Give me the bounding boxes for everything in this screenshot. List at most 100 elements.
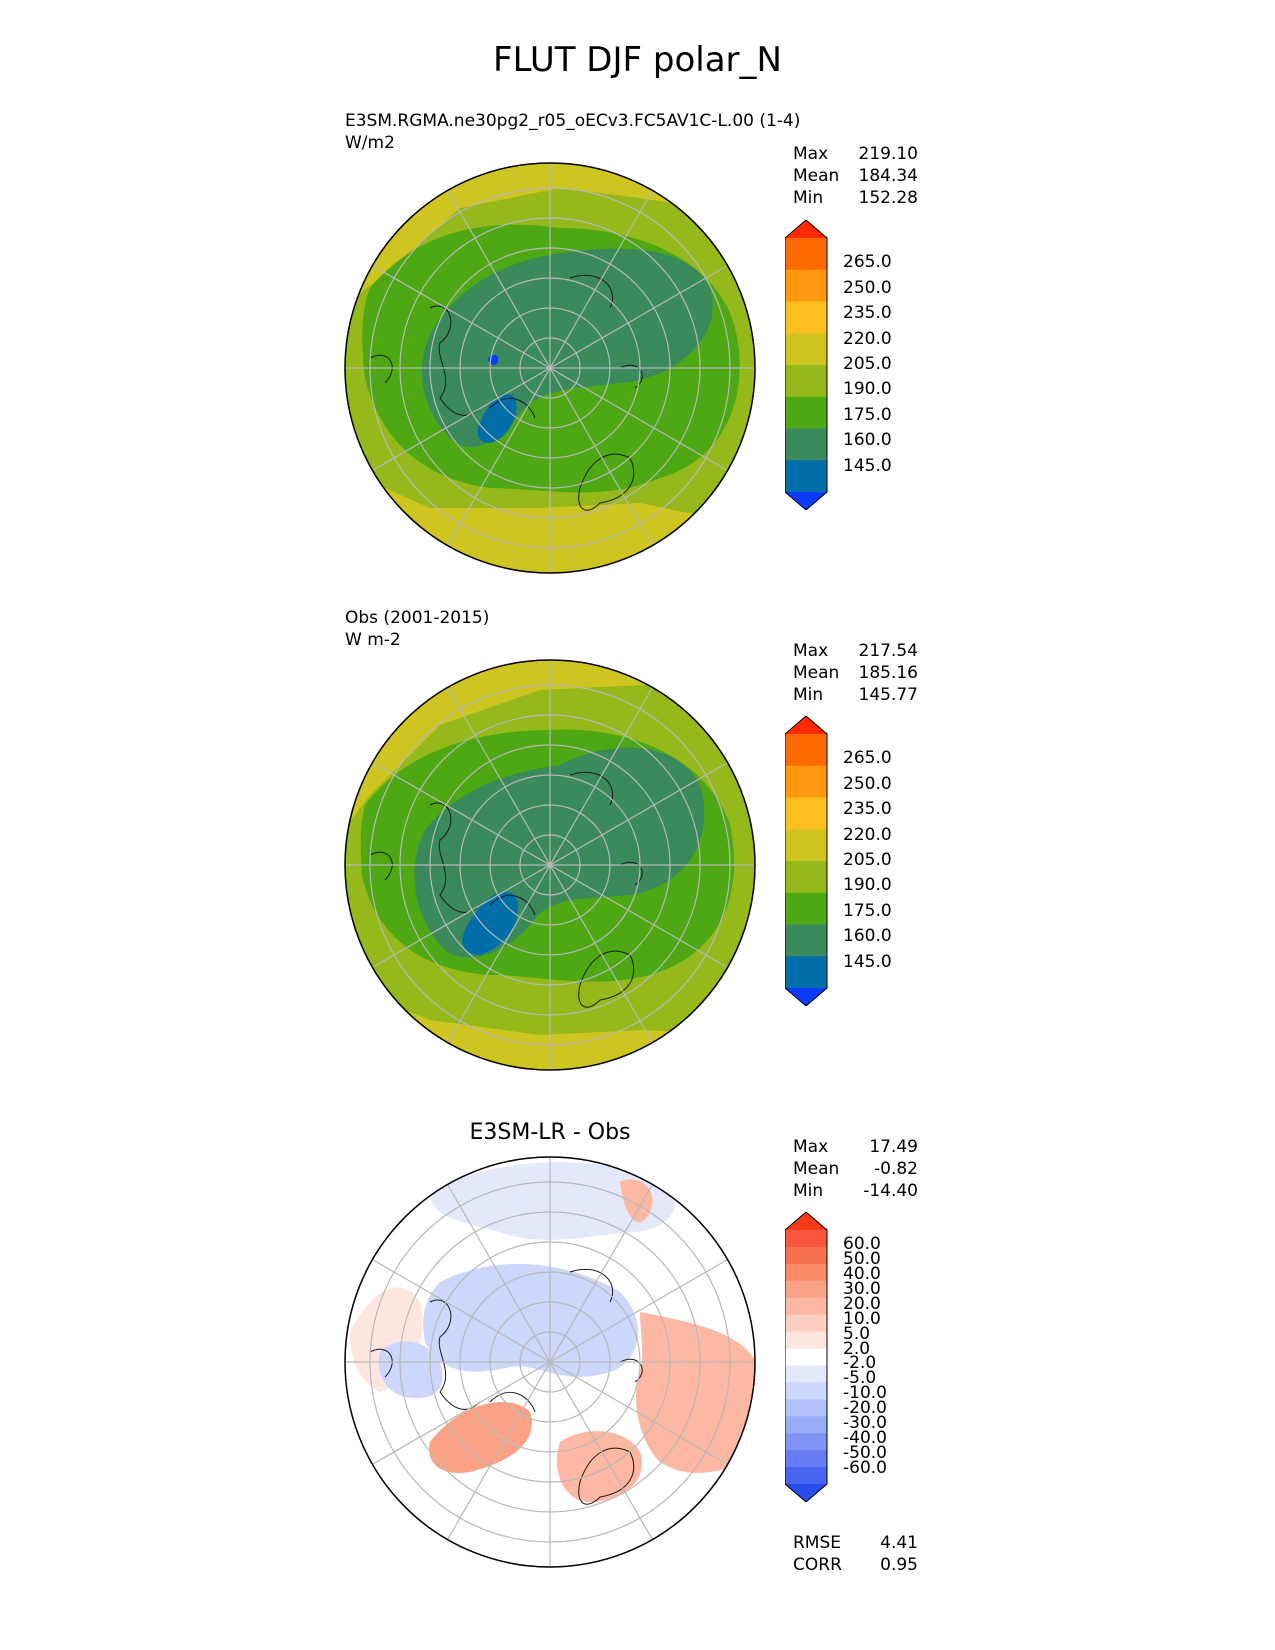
colorbar-swatch bbox=[785, 1331, 827, 1350]
model-units: W/m2 bbox=[345, 133, 395, 153]
colorbar-swatch bbox=[785, 1263, 827, 1282]
obs-stat-max-label: Max bbox=[793, 641, 829, 661]
model-map-zone-north-yellow bbox=[345, 163, 755, 308]
colorbar-swatch bbox=[785, 765, 827, 798]
colorbar-swatch bbox=[785, 956, 827, 989]
model-stats: Max 219.10 Mean 184.34 Min 152.28 bbox=[793, 143, 918, 209]
colorbar-swatch bbox=[785, 1399, 827, 1417]
diff-stat-max-value: 17.49 bbox=[869, 1137, 918, 1157]
obs-colorbar: 265.0 250.0 235.0 220.0 205.0 190.0 175.0 160.0… bbox=[785, 716, 935, 1006]
colorbar-swatch bbox=[785, 1348, 827, 1366]
colorbar-tick-label: -20.0 bbox=[843, 1398, 887, 1419]
model-header: E3SM.RGMA.ne30pg2_r05_oECv3.FC5AV1C-L.00… bbox=[345, 110, 800, 154]
diff-colorbar-swatches bbox=[785, 1212, 828, 1502]
colorbar-extend-top bbox=[785, 716, 827, 734]
colorbar-swatch bbox=[785, 1297, 827, 1316]
diff-stat-mean-value: -0.82 bbox=[874, 1159, 918, 1179]
diff-corr-value: 0.95 bbox=[880, 1555, 918, 1575]
model-stat-min-value: 152.28 bbox=[858, 188, 918, 208]
colorbar-swatch bbox=[785, 829, 827, 862]
colorbar-swatch bbox=[785, 892, 827, 925]
colorbar-extend-top bbox=[785, 1212, 827, 1230]
obs-name: Obs (2001-2015) bbox=[345, 608, 490, 628]
colorbar-tick-label: 175.0 bbox=[843, 404, 892, 425]
colorbar-tick-label: 190.0 bbox=[843, 875, 892, 896]
diff-stat-max-label: Max bbox=[793, 1137, 829, 1157]
diff-stat-min-value: -14.40 bbox=[863, 1181, 918, 1201]
colorbar-tick-label: 20.0 bbox=[843, 1293, 881, 1314]
obs-map-zone-north-yellow bbox=[345, 660, 755, 835]
colorbar-swatch bbox=[785, 1230, 827, 1248]
colorbar-swatch bbox=[785, 1382, 827, 1400]
model-coastlines bbox=[369, 274, 643, 511]
colorbar-tick-label: -10.0 bbox=[843, 1383, 887, 1404]
obs-coastlines bbox=[369, 771, 643, 1008]
colorbar-swatch bbox=[785, 365, 827, 398]
obs-map-zone-blue bbox=[462, 891, 519, 955]
diff-rmse-value: 4.41 bbox=[880, 1533, 918, 1553]
colorbar-tick-label: 190.0 bbox=[843, 379, 892, 400]
model-stat-min-label: Min bbox=[793, 188, 824, 208]
obs-stat-mean-label: Mean bbox=[793, 663, 840, 683]
obs-stat-max-value: 217.54 bbox=[858, 641, 918, 661]
colorbar-tick-label: -2.0 bbox=[843, 1353, 877, 1374]
diff-coastlines bbox=[369, 1268, 643, 1505]
colorbar-tick-label: 205.0 bbox=[843, 850, 892, 870]
obs-stats: Max 217.54 Mean 185.16 Min 145.77 bbox=[793, 640, 918, 706]
model-stat-mean-value: 184.34 bbox=[858, 166, 918, 186]
colorbar-swatch bbox=[785, 333, 827, 366]
colorbar-tick-label: -30.0 bbox=[843, 1413, 887, 1434]
diff-polar-map bbox=[344, 1156, 756, 1568]
figure-title: FLUT DJF polar_N bbox=[493, 40, 782, 80]
colorbar-tick-label: 160.0 bbox=[843, 430, 892, 451]
colorbar-extend-bottom bbox=[785, 988, 827, 1006]
model-map-zone-blue bbox=[477, 394, 517, 443]
colorbar-swatch bbox=[785, 924, 827, 957]
colorbar-tick-label: 220.0 bbox=[843, 824, 892, 845]
obs-polar-map bbox=[344, 659, 756, 1071]
colorbar-tick-label: 250.0 bbox=[843, 773, 892, 794]
colorbar-tick-label: -40.0 bbox=[843, 1428, 887, 1449]
colorbar-swatch bbox=[785, 734, 827, 767]
diff-title: E3SM-LR - Obs bbox=[469, 1120, 631, 1145]
colorbar-tick-label: 30.0 bbox=[843, 1278, 881, 1299]
colorbar-extend-bottom bbox=[785, 492, 827, 510]
obs-graticule bbox=[345, 660, 755, 1070]
diff-map-zone-north-blue bbox=[430, 1162, 675, 1240]
obs-units: W m-2 bbox=[345, 630, 401, 650]
model-stat-mean-label: Mean bbox=[793, 166, 840, 186]
colorbar-swatch bbox=[785, 428, 827, 461]
colorbar-tick-label: -50.0 bbox=[843, 1443, 887, 1464]
colorbar-tick-label: 5.0 bbox=[843, 1323, 871, 1344]
diff-map-zone-central-blue bbox=[423, 1263, 639, 1377]
model-colorbar-swatches bbox=[785, 220, 828, 510]
colorbar-swatch bbox=[785, 301, 827, 334]
colorbar-swatch bbox=[785, 396, 827, 429]
model-stat-max-label: Max bbox=[793, 144, 829, 164]
colorbar-swatch bbox=[785, 1314, 827, 1333]
colorbar-swatch bbox=[785, 1433, 827, 1451]
diff-rmse-label: RMSE bbox=[793, 1533, 842, 1553]
colorbar-outline bbox=[785, 220, 828, 510]
colorbar-swatch bbox=[785, 1416, 827, 1434]
colorbar-tick-label: 160.0 bbox=[843, 926, 892, 947]
colorbar-tick-label: 145.0 bbox=[843, 951, 892, 972]
colorbar-tick-label: 2.0 bbox=[843, 1338, 871, 1359]
diff-map-zone-west-blue bbox=[378, 1341, 443, 1399]
colorbar-outline bbox=[785, 716, 828, 1006]
colorbar-swatch bbox=[785, 1280, 827, 1299]
colorbar-swatch bbox=[785, 797, 827, 830]
colorbar-tick-label: 175.0 bbox=[843, 900, 892, 921]
diff-stats: Max 17.49 Mean -0.82 Min -14.40 bbox=[793, 1136, 918, 1202]
colorbar-extend-bottom bbox=[785, 1484, 827, 1502]
colorbar-swatch bbox=[785, 1246, 827, 1265]
colorbar-swatch bbox=[785, 1365, 827, 1383]
diff-map-zone-north-red bbox=[620, 1179, 653, 1222]
colorbar-tick-label: 10.0 bbox=[843, 1308, 881, 1329]
diff-stat-mean-label: Mean bbox=[793, 1159, 840, 1179]
model-graticule bbox=[345, 163, 755, 573]
colorbar-tick-label: 60.0 bbox=[843, 1233, 881, 1254]
model-map-zone-teal bbox=[421, 248, 713, 448]
obs-stat-mean-value: 185.16 bbox=[858, 663, 918, 683]
colorbar-outline bbox=[785, 1212, 828, 1502]
